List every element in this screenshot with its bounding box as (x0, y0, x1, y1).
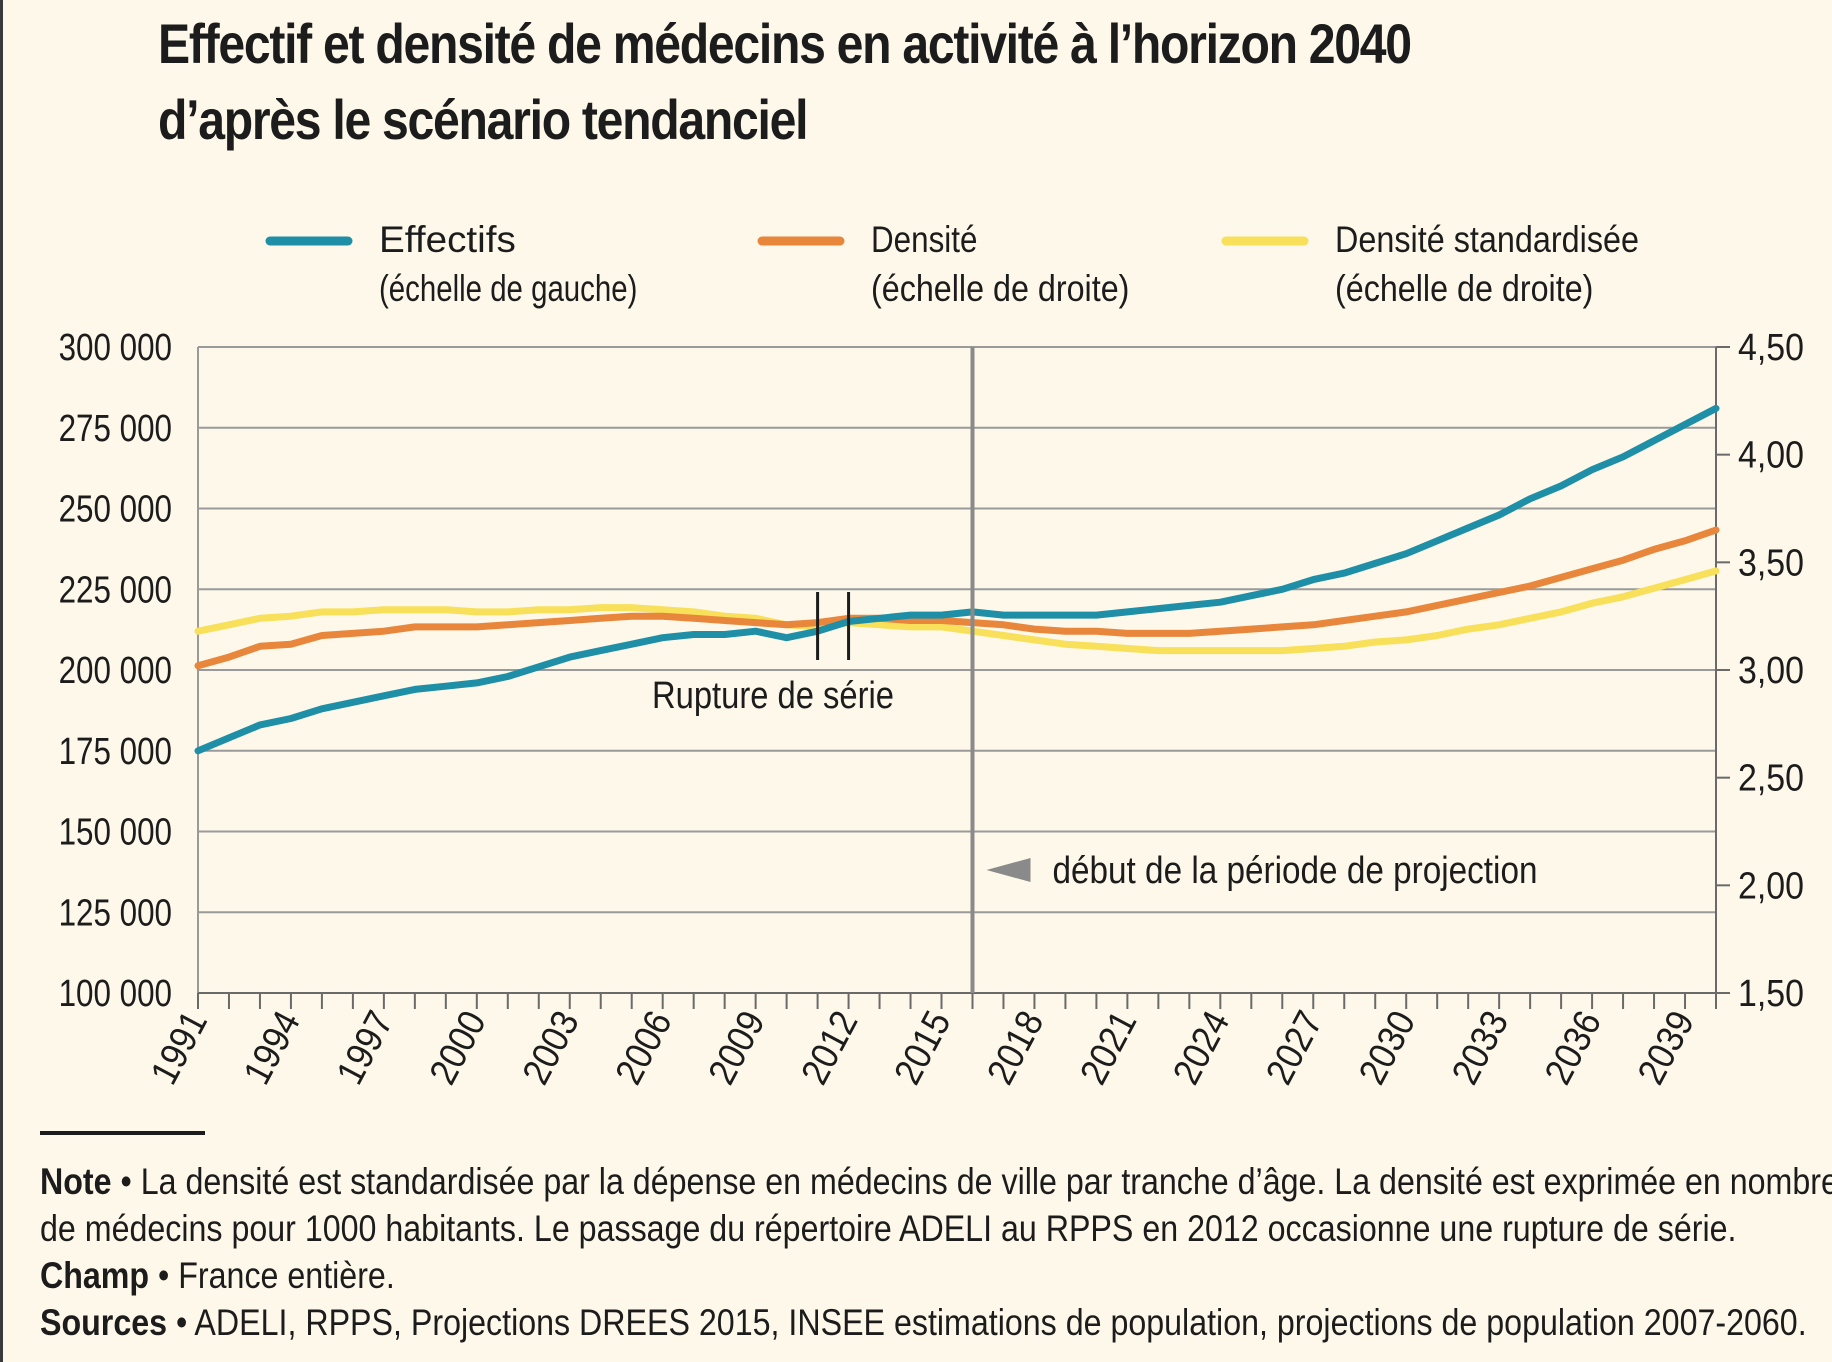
legend-scale-0: (échelle de gauche) (379, 268, 637, 309)
x-tick-label: 2018 (980, 1005, 1053, 1092)
chart-series-lines (194, 404, 1720, 755)
right-tick-label: 3,50 (1738, 542, 1804, 584)
right-tick-label: 2,00 (1738, 865, 1804, 907)
left-tick-label: 200 000 (59, 650, 172, 692)
right-tick-label: 3,00 (1738, 650, 1804, 692)
projection-label: début de la période de projection (1052, 850, 1537, 892)
notes-separator (40, 1131, 205, 1135)
left-tick-label: 100 000 (59, 973, 172, 1015)
x-tick-label: 2027 (1258, 1005, 1331, 1092)
x-tick-label: 2009 (701, 1005, 774, 1092)
x-tick-label: 2039 (1630, 1005, 1703, 1092)
note-label: Note (40, 1161, 112, 1202)
chart-title-line-1: Effectif et densité de médecins en activ… (158, 12, 1412, 75)
sources-text: • ADELI, RPPS, Projections DREES 2015, I… (167, 1302, 1807, 1343)
champ-text: • France entière. (149, 1255, 395, 1296)
x-tick-label: 2036 (1537, 1005, 1610, 1092)
series-line-0 (194, 404, 1720, 755)
sources-label: Sources (40, 1302, 168, 1343)
left-tick-label: 175 000 (59, 731, 172, 773)
note-text-2: de médecins pour 1000 habitants. Le pass… (40, 1208, 1737, 1249)
legend-label-0: Effectifs (379, 219, 516, 260)
left-tick-label: 275 000 (59, 408, 172, 450)
left-tick-label: 125 000 (59, 892, 172, 934)
right-tick-label: 4,00 (1738, 435, 1804, 477)
right-tick-label: 2,50 (1738, 758, 1804, 800)
line-chart: Effectifs (échelle de gauche) Densité (éche… (59, 219, 1804, 1092)
chart-annotations: début de la période de projection Rupture… (652, 347, 1537, 993)
x-tick-label: 2024 (1166, 1005, 1239, 1092)
x-tick-label: 2006 (608, 1005, 681, 1092)
x-tick-label: 2003 (515, 1005, 588, 1092)
chart-title-line-2: d’après le scénario tendanciel (158, 88, 808, 151)
left-border-rule (0, 0, 3, 1362)
x-tick-label: 1997 (329, 1005, 402, 1092)
chart-notes: Note • La densité est standardisée par l… (40, 1158, 1832, 1346)
x-tick-label: 1991 (143, 1005, 216, 1092)
legend-label-1: Densité (871, 219, 977, 260)
right-tick-label: 1,50 (1738, 973, 1804, 1015)
champ-label: Champ (40, 1255, 150, 1296)
x-tick-label: 2030 (1351, 1005, 1424, 1092)
note-line-1: Note • La densité est standardisée par l… (40, 1158, 1832, 1205)
note-text-1: • La densité est standardisée par la dép… (111, 1161, 1832, 1202)
sources-line: Sources • ADELI, RPPS, Projections DREES… (40, 1299, 1824, 1346)
series-line-2 (194, 567, 1720, 655)
left-tick-label: 150 000 (59, 812, 172, 854)
x-tick-label: 2015 (887, 1005, 960, 1092)
champ-line: Champ • France entière. (40, 1252, 1824, 1299)
right-tick-label: 4,50 (1738, 327, 1804, 369)
chart-legend: Effectifs (échelle de gauche) Densité (éche… (265, 219, 1639, 309)
chart-gridlines (198, 346, 1716, 994)
x-tick-label: 2000 (422, 1005, 495, 1092)
legend-label-2: Densité standardisée (1335, 219, 1639, 260)
x-tick-label: 2033 (1444, 1005, 1517, 1092)
legend-scale-2: (échelle de droite) (1335, 268, 1593, 309)
rupture-label: Rupture de série (652, 675, 894, 717)
left-tick-label: 250 000 (59, 489, 172, 531)
chart-title: Effectif et densité de médecins en activ… (158, 6, 1568, 158)
projection-arrow-icon (986, 858, 1031, 882)
x-tick-label: 2021 (1073, 1005, 1146, 1092)
x-tick-label: 1994 (236, 1005, 309, 1092)
left-tick-label: 225 000 (59, 569, 172, 611)
x-tick-label: 2012 (794, 1005, 867, 1092)
note-line-2: de médecins pour 1000 habitants. Le pass… (40, 1205, 1824, 1252)
left-tick-label: 300 000 (59, 327, 172, 369)
legend-scale-1: (échelle de droite) (871, 268, 1129, 309)
series-line-1 (194, 526, 1720, 670)
